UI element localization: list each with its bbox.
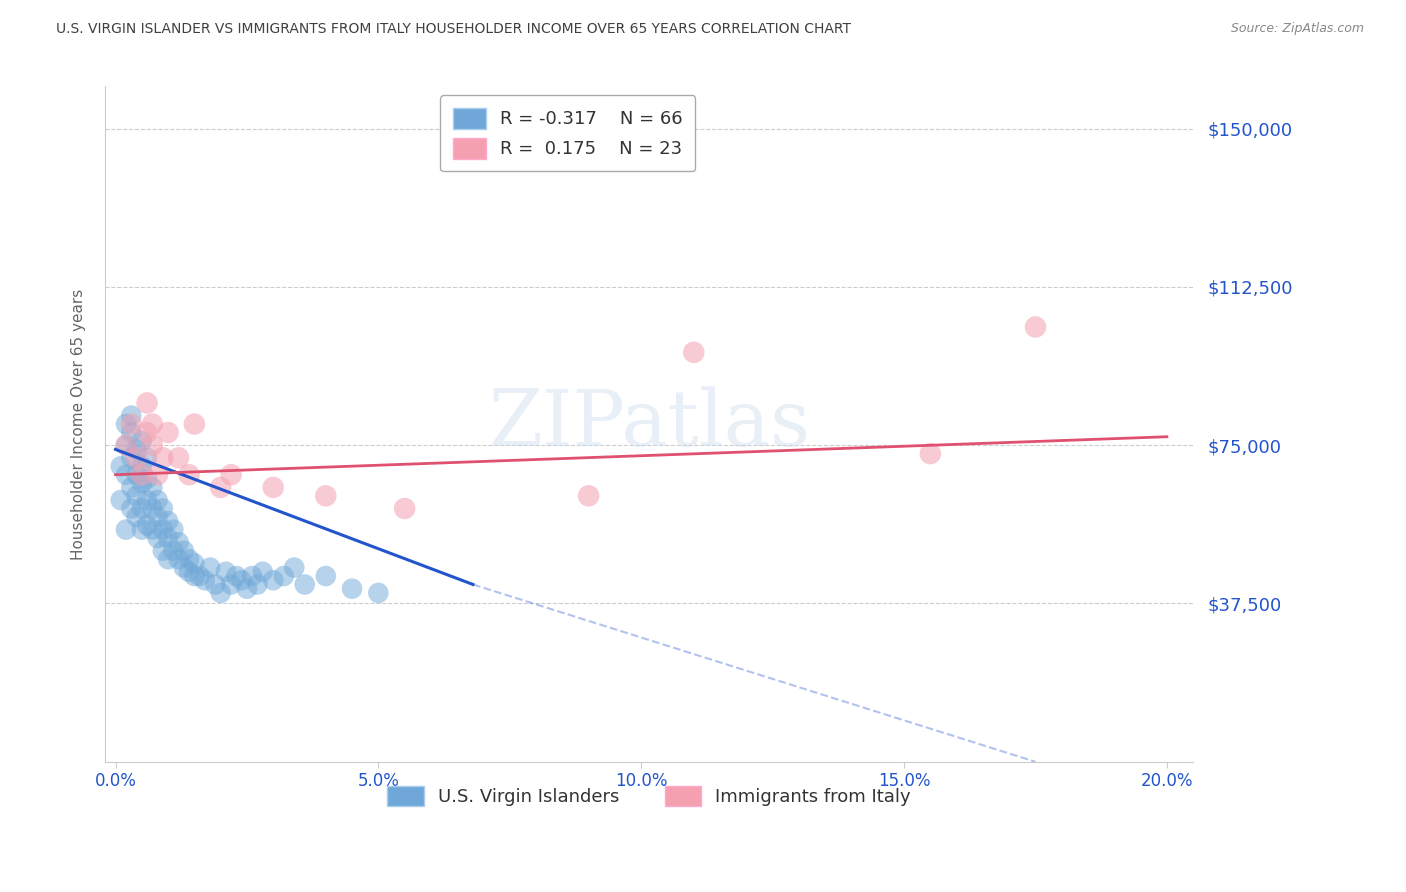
Point bbox=[120, 409, 142, 423]
Point bbox=[162, 523, 184, 537]
Point bbox=[115, 438, 138, 452]
Point bbox=[115, 417, 138, 431]
Point bbox=[682, 345, 704, 359]
Point bbox=[183, 417, 205, 431]
Point bbox=[315, 569, 337, 583]
Y-axis label: Householder Income Over 65 years: Householder Income Over 65 years bbox=[72, 288, 86, 559]
Text: ZIPatlas: ZIPatlas bbox=[488, 386, 810, 462]
Point bbox=[167, 535, 190, 549]
Point bbox=[157, 514, 180, 528]
Point bbox=[131, 459, 153, 474]
Point bbox=[131, 434, 153, 448]
Text: U.S. VIRGIN ISLANDER VS IMMIGRANTS FROM ITALY HOUSEHOLDER INCOME OVER 65 YEARS C: U.S. VIRGIN ISLANDER VS IMMIGRANTS FROM … bbox=[56, 22, 851, 37]
Point bbox=[183, 557, 205, 571]
Point bbox=[146, 467, 169, 482]
Point bbox=[141, 480, 163, 494]
Point bbox=[141, 438, 163, 452]
Point bbox=[231, 574, 253, 588]
Point bbox=[157, 425, 180, 440]
Point bbox=[219, 577, 242, 591]
Point bbox=[157, 552, 180, 566]
Point bbox=[240, 569, 263, 583]
Point bbox=[173, 560, 195, 574]
Point bbox=[920, 447, 942, 461]
Point bbox=[252, 565, 274, 579]
Point bbox=[283, 560, 305, 574]
Point bbox=[262, 480, 284, 494]
Point bbox=[110, 493, 132, 508]
Point bbox=[141, 501, 163, 516]
Point bbox=[162, 543, 184, 558]
Legend: U.S. Virgin Islanders, Immigrants from Italy: U.S. Virgin Islanders, Immigrants from I… bbox=[380, 780, 918, 814]
Point bbox=[167, 552, 190, 566]
Point bbox=[146, 493, 169, 508]
Point bbox=[225, 569, 247, 583]
Point bbox=[177, 565, 200, 579]
Point bbox=[136, 450, 159, 465]
Point bbox=[219, 467, 242, 482]
Point bbox=[131, 476, 153, 491]
Point bbox=[578, 489, 600, 503]
Point bbox=[125, 489, 148, 503]
Point bbox=[146, 531, 169, 545]
Point bbox=[152, 543, 174, 558]
Point bbox=[152, 501, 174, 516]
Point bbox=[136, 396, 159, 410]
Point bbox=[131, 501, 153, 516]
Point bbox=[204, 577, 226, 591]
Point bbox=[167, 450, 190, 465]
Point bbox=[215, 565, 238, 579]
Point bbox=[394, 501, 416, 516]
Point bbox=[115, 467, 138, 482]
Point bbox=[183, 569, 205, 583]
Point bbox=[194, 574, 217, 588]
Point bbox=[188, 569, 211, 583]
Point bbox=[367, 586, 389, 600]
Point bbox=[152, 523, 174, 537]
Point bbox=[136, 518, 159, 533]
Point bbox=[152, 450, 174, 465]
Point bbox=[236, 582, 259, 596]
Point bbox=[315, 489, 337, 503]
Point bbox=[110, 459, 132, 474]
Point bbox=[294, 577, 316, 591]
Point bbox=[125, 450, 148, 465]
Point bbox=[273, 569, 295, 583]
Point bbox=[141, 523, 163, 537]
Point bbox=[120, 480, 142, 494]
Point bbox=[141, 417, 163, 431]
Point bbox=[136, 425, 159, 440]
Point bbox=[136, 493, 159, 508]
Point bbox=[120, 425, 142, 440]
Point bbox=[1024, 320, 1046, 334]
Point bbox=[177, 467, 200, 482]
Text: Source: ZipAtlas.com: Source: ZipAtlas.com bbox=[1230, 22, 1364, 36]
Point bbox=[120, 417, 142, 431]
Point bbox=[262, 574, 284, 588]
Point bbox=[136, 472, 159, 486]
Point bbox=[209, 586, 232, 600]
Point bbox=[115, 438, 138, 452]
Point bbox=[198, 560, 221, 574]
Point bbox=[125, 510, 148, 524]
Point bbox=[246, 577, 269, 591]
Point bbox=[131, 523, 153, 537]
Point bbox=[131, 467, 153, 482]
Point bbox=[146, 510, 169, 524]
Point bbox=[125, 467, 148, 482]
Point bbox=[157, 531, 180, 545]
Point bbox=[177, 552, 200, 566]
Point bbox=[125, 442, 148, 457]
Point bbox=[340, 582, 363, 596]
Point bbox=[120, 501, 142, 516]
Point bbox=[120, 450, 142, 465]
Point bbox=[173, 543, 195, 558]
Point bbox=[115, 523, 138, 537]
Point bbox=[209, 480, 232, 494]
